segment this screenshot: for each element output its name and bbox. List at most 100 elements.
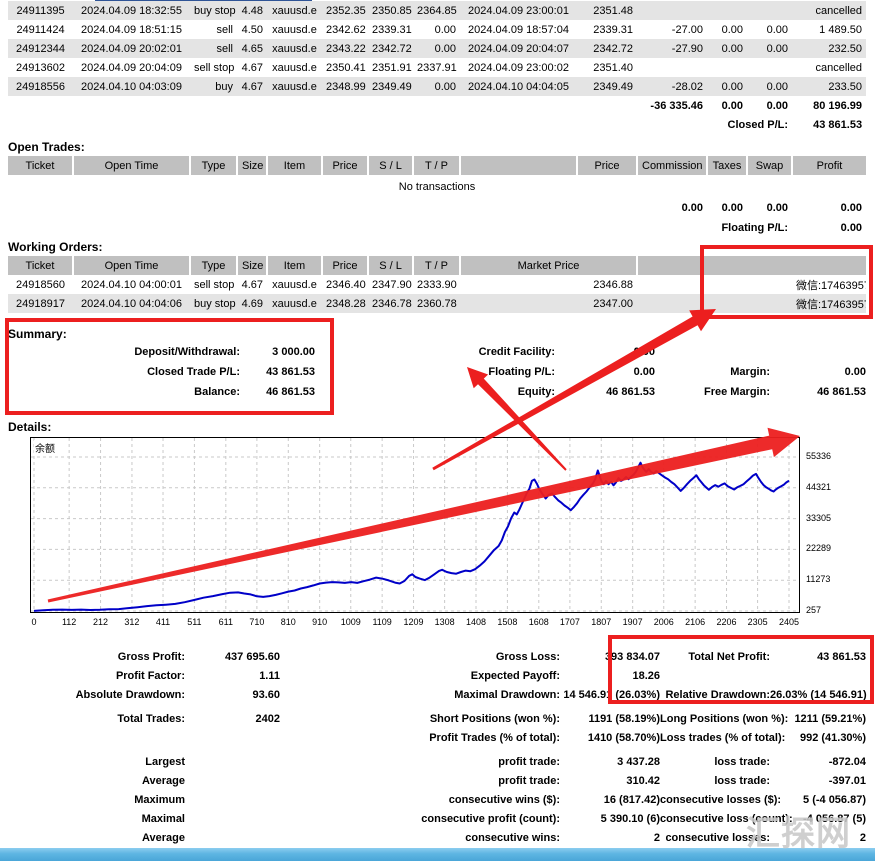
floating-pl-row: Floating P/L: 0.00 — [8, 218, 866, 237]
stat-row: Gross Profit: 437 695.60 Gross Loss: 393 83… — [0, 650, 875, 669]
stat-sc3l: Relative Drawdown: — [665, 689, 770, 701]
stat-sc3l: loss trade: — [714, 775, 770, 787]
floating-pl-value: 0.00 — [840, 221, 863, 234]
details-title: Details: — [8, 420, 52, 434]
x-tick-label: 0 — [31, 617, 37, 627]
table-row: 24918917 2024.04.10 04:04:06 buy stop 4.69 x… — [8, 294, 866, 313]
stat-sc2v: 18.26 — [632, 670, 660, 682]
cell-commission — [637, 58, 707, 77]
stat-sc2l: Gross Loss: — [495, 651, 560, 663]
col-header: Open Time — [72, 156, 190, 175]
balance-chart-svg — [31, 438, 799, 612]
stat-sc3l: consecutive losses ($): — [660, 794, 782, 806]
table-row: 24918556 2024.04.10 04:03:09 buy 4.67 xauusd… — [8, 77, 866, 96]
stat-sc1v: 437 695.60 — [224, 651, 280, 663]
stat-sc1l: Total Trades: — [117, 713, 185, 725]
x-tick-label: 511 — [187, 617, 202, 627]
x-tick-label: 1308 — [434, 617, 455, 627]
cell-close-time — [460, 275, 577, 294]
stat-sc2v: 310.42 — [626, 775, 660, 787]
cell-item: xauusd.e — [272, 23, 317, 36]
cell-taxes: 0.00 — [707, 77, 747, 96]
closed-pl: Closed P/L: 43 861.53 — [8, 115, 866, 134]
x-tick-label: 1209 — [403, 617, 424, 627]
cell-price: 2346.40 — [326, 278, 366, 291]
open-total-commission: 0.00 — [681, 201, 704, 214]
cell-taxes: 0.00 — [721, 23, 743, 36]
cell-taxes — [707, 1, 747, 20]
cell-ticket: 24911424 — [16, 23, 65, 36]
stat-sc2v: 393 834.07 — [604, 651, 660, 663]
summary-label: Equity: — [517, 386, 555, 398]
open-total-profit: 0.00 — [840, 201, 863, 214]
stat-sc3l: consecutive loss (count): — [660, 813, 793, 825]
stat-sc3v: 2 — [859, 832, 866, 844]
cell-commission: -28.02 — [637, 77, 707, 96]
stat-sc3v: 26.03% (14 546.91) — [770, 689, 867, 701]
col-header: T / P — [412, 256, 460, 275]
col-header: Size — [236, 156, 267, 175]
y-tick-label: 257 — [806, 605, 822, 615]
cell-taxes: 0.00 — [707, 39, 747, 58]
cell-swap — [747, 1, 792, 20]
stat-sc1l: Maximum — [134, 794, 185, 806]
statistics-grid: Gross Profit: 437 695.60 Gross Loss: 393 83… — [0, 650, 875, 850]
cell-item: xauusd.e — [267, 77, 322, 96]
col-header: Open Time — [72, 256, 190, 275]
cell-type: buy stop — [190, 1, 237, 20]
cell-tp: 0.00 — [413, 39, 460, 58]
cell-profit: 232.50 — [792, 39, 866, 58]
y-tick-label: 11273 — [806, 574, 831, 585]
cell-size: 4.67 — [241, 61, 263, 74]
cell-swap — [747, 294, 792, 313]
cell-ticket: 24912344 — [8, 39, 73, 58]
cell-sl: 2349.49 — [368, 77, 413, 96]
total-commission: -36 335.46 — [650, 99, 704, 112]
col-header: Item — [266, 256, 322, 275]
totals-row: 0.00 0.00 0.00 0.00 — [8, 198, 866, 217]
cell-open-time: 2024.04.09 18:32:55 — [73, 1, 190, 20]
cell-open-time: 2024.04.09 20:04:09 — [81, 61, 182, 74]
summary-value: 43 861.53 — [266, 366, 315, 378]
watermark-text: 汇探网 — [746, 815, 851, 853]
chart-y-axis-labels: 257 11273 22289 33305 44321 55336 — [803, 437, 873, 617]
cell-sl: 2342.72 — [368, 39, 413, 58]
stat-row: Maximum consecutive wins ($): 16 (817.42)c… — [0, 793, 875, 812]
stat-sc2l: consecutive profit (count): — [421, 813, 560, 825]
cell-size: 4.65 — [237, 39, 267, 58]
x-tick-label: 910 — [312, 617, 328, 627]
cell-type: buy — [190, 77, 237, 96]
table-row: 24918560 2024.04.10 04:00:01 sell stop 4.67… — [8, 275, 866, 294]
cell-price: 2348.99 — [322, 77, 368, 96]
stat-sc3v: 1211 (59.21%) — [794, 713, 866, 725]
cell-close-time: 2024.04.09 20:04:07 — [460, 39, 577, 58]
x-tick-label: 1707 — [559, 617, 580, 627]
open-trades-title: Open Trades: — [8, 140, 85, 154]
col-header: Ticket — [8, 256, 73, 275]
cell-sl: 2347.90 — [372, 278, 412, 291]
balance-chart: 余额 — [30, 437, 800, 613]
cell-sl: 2339.31 — [372, 23, 412, 36]
col-header: Price — [576, 156, 637, 175]
x-tick-label: 1508 — [497, 617, 518, 627]
stat-row: Profit Factor: 1.11 Expected Payoff: 18.26 — [0, 669, 875, 688]
x-tick-label: 1608 — [528, 617, 549, 627]
stat-sc2l: Profit Trades (% of total): — [429, 732, 560, 744]
summary-row: Free Margin: 46 861.53 — [600, 386, 866, 406]
cell-price: 2350.41 — [326, 61, 366, 74]
table-row: 24913602 2024.04.09 20:04:09 sell stop 4.67… — [8, 58, 866, 77]
cell-tp: 2364.85 — [413, 1, 460, 20]
stat-sc2v: 16 (817.42) — [603, 794, 660, 806]
closed-pl-label: Closed P/L: — [727, 118, 789, 131]
summary-row: Deposit/Withdrawal: 3 000.00 — [8, 346, 315, 366]
cell-tp: 2333.90 — [417, 278, 457, 291]
cell-commission — [637, 294, 707, 313]
cell-price2: 2347.00 — [577, 294, 637, 313]
cell-profit: cancelled — [792, 1, 866, 20]
cell-profit: 微信:1746395789 — [792, 294, 866, 313]
chart-legend-label: 余额 — [34, 440, 56, 455]
floating-pl-label: Floating P/L: — [721, 221, 789, 234]
stat-sc1l: Profit Factor: — [115, 670, 185, 682]
cell-type: buy stop — [190, 294, 237, 313]
